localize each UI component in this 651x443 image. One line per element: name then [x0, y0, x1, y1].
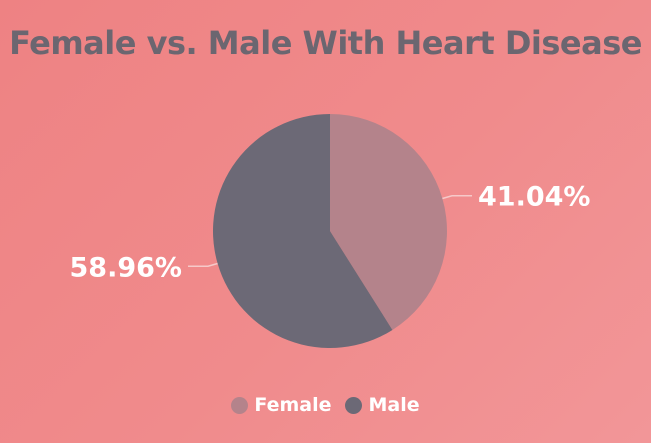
leader-line-female [442, 194, 473, 200]
chart-legend: Female Male [0, 394, 651, 416]
legend-marker-female [231, 396, 249, 414]
data-label-male: 58.96% [70, 252, 182, 283]
data-label-female: 41.04% [478, 182, 590, 213]
legend-item-male[interactable]: Male [345, 394, 420, 416]
legend-label-female: Female [254, 394, 332, 416]
pie-slice-female[interactable] [330, 114, 448, 330]
leader-line-male [187, 262, 218, 268]
legend-marker-male [345, 396, 363, 414]
chart-title: Female vs. Male With Heart Disease [9, 24, 642, 62]
legend-item-female[interactable]: Female [231, 394, 331, 416]
pie-slice-male[interactable] [213, 114, 393, 348]
legend-label-male: Male [368, 394, 420, 416]
